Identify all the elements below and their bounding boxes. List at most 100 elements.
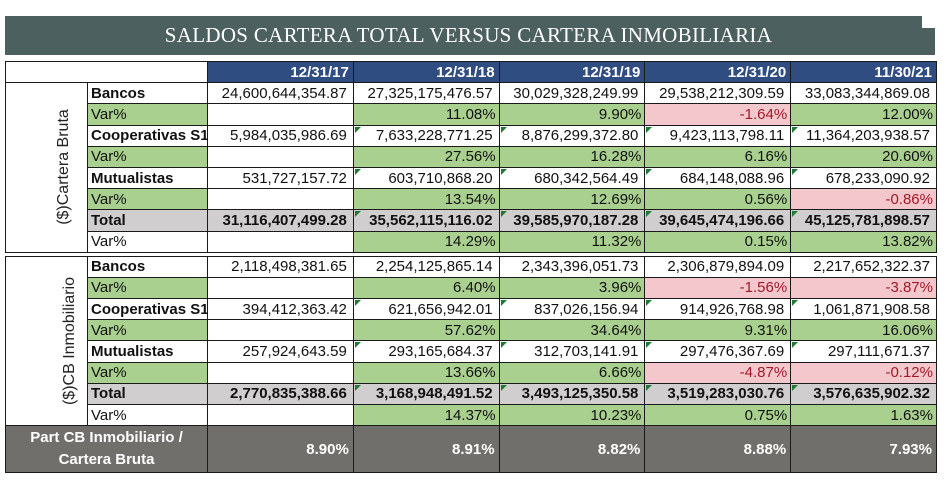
- variation-cell: [207, 319, 354, 342]
- value-cell: 293,165,684.37: [352, 340, 500, 363]
- row-label: Var%: [87, 319, 208, 342]
- table-row: ($)Cartera Bruta Bancos 24,600,644,354.87 2…: [5, 82, 937, 253]
- row-label: Var%: [87, 403, 208, 427]
- column-header-date: 12/31/18: [352, 60, 500, 84]
- variation-cell: 11.32%: [498, 230, 646, 253]
- variation-cell: 6.16%: [644, 145, 792, 168]
- total-value-cell: 2,770,835,388.66: [207, 382, 354, 406]
- variation-cell: 27.56%: [352, 145, 500, 168]
- value-cell: 2,343,396,051.73: [498, 255, 646, 278]
- row-label: Var%: [87, 188, 208, 211]
- report-title: SALDOS CARTERA TOTAL VERSUS CARTERA INMO…: [5, 16, 922, 55]
- value-cell: 27,325,175,476.57: [352, 82, 500, 105]
- variation-cell: 9.90%: [498, 103, 646, 126]
- variation-row: Var% 13.54% 12.69% 0.56% -0.86%: [6, 188, 937, 211]
- variation-cell: [207, 230, 354, 253]
- value-cell: 8,876,299,372.80: [498, 124, 646, 147]
- row-label: Total: [87, 382, 208, 406]
- portfolio-balance-table: 12/31/17 12/31/18 12/31/19 12/31/20 11/3…: [5, 60, 937, 474]
- variation-cell: 1.63%: [790, 403, 937, 427]
- row-label: Var%: [87, 276, 208, 300]
- value-cell: 312,703,141.91: [498, 340, 646, 363]
- variation-cell: 3.96%: [498, 276, 646, 300]
- total-value-cell: 3,493,125,350.58: [498, 382, 646, 406]
- row-label: Var%: [87, 361, 208, 384]
- column-header-date: 11/30/21: [790, 60, 937, 84]
- table-row: Cooperativas S1 394,412,363.42 621,656,942…: [6, 298, 937, 321]
- value-cell: 297,476,367.69: [644, 340, 792, 363]
- total-value-cell: 3,576,635,902.32: [790, 382, 937, 406]
- value-cell: 24,600,644,354.87: [207, 82, 354, 105]
- table-row: Mutualistas 531,727,157.72 603,710,868.20 6…: [6, 166, 937, 190]
- column-header-date: 12/31/17: [207, 60, 354, 84]
- variation-cell: 0.75%: [644, 403, 792, 427]
- value-cell: 257,924,643.59: [207, 340, 354, 363]
- value-cell: 2,306,879,894.09: [644, 255, 792, 278]
- variation-cell: -1.64%: [644, 103, 792, 126]
- participation-row: Part CB Inmobiliario / Cartera Bruta 8.90…: [5, 425, 937, 474]
- variation-cell: 14.37%: [352, 403, 500, 427]
- value-cell: 2,254,125,865.14: [352, 255, 500, 278]
- variation-cell: 11.08%: [352, 103, 500, 126]
- value-cell: 29,538,212,309.59: [644, 82, 792, 105]
- variation-cell: 6.40%: [352, 276, 500, 300]
- report-title-text: SALDOS CARTERA TOTAL VERSUS CARTERA INMO…: [164, 23, 773, 47]
- header-corner: [5, 60, 208, 84]
- value-cell: 837,026,156.94: [498, 298, 646, 321]
- column-header-date: 12/31/20: [644, 60, 792, 84]
- variation-cell: [207, 145, 354, 168]
- portfolio-table-container: 12/31/17 12/31/18 12/31/19 12/31/20 11/3…: [5, 60, 937, 474]
- value-cell: 30,029,328,249.99: [498, 82, 646, 105]
- variation-cell: -1.56%: [644, 276, 792, 300]
- row-label: Var%: [87, 230, 208, 253]
- row-label: Mutualistas: [87, 340, 208, 363]
- value-cell: 914,926,768.98: [644, 298, 792, 321]
- variation-cell: -4.87%: [644, 361, 792, 384]
- value-cell: 33,083,344,869.08: [790, 82, 937, 105]
- variation-cell: 12.00%: [790, 103, 937, 126]
- variation-cell: 9.31%: [644, 319, 792, 342]
- table-row: ($)CB Inmobiliario Bancos 2,118,498,381.65…: [5, 255, 937, 427]
- section-group-label: ($)Cartera Bruta: [5, 82, 88, 253]
- variation-cell: -3.87%: [790, 276, 937, 300]
- total-value-cell: 39,585,970,187.28: [498, 209, 646, 232]
- variation-cell: 13.54%: [352, 188, 500, 211]
- variation-cell: 34.64%: [498, 319, 646, 342]
- value-cell: 9,423,113,798.11: [644, 124, 792, 147]
- variation-cell: -0.86%: [790, 188, 937, 211]
- variation-row: Var% 14.37% 10.23% 0.75% 1.63%: [6, 403, 937, 427]
- total-value-cell: 39,645,474,196.66: [644, 209, 792, 232]
- variation-cell: [207, 188, 354, 211]
- total-value-cell: 3,519,283,030.76: [644, 382, 792, 406]
- participation-value: 8.82%: [498, 425, 646, 474]
- section-group-label: ($)CB Inmobiliario: [5, 255, 88, 427]
- value-cell: 7,633,228,771.25: [352, 124, 500, 147]
- variation-cell: 0.56%: [644, 188, 792, 211]
- variation-cell: 13.82%: [790, 230, 937, 253]
- variation-cell: 0.15%: [644, 230, 792, 253]
- value-cell: 680,342,564.49: [498, 166, 646, 190]
- table-row: Mutualistas 257,924,643.59 293,165,684.37 3…: [6, 340, 937, 363]
- value-cell: 2,118,498,381.65: [207, 255, 354, 278]
- row-label: Mutualistas: [87, 166, 208, 190]
- variation-row: Var% 6.40% 3.96% -1.56% -3.87%: [6, 276, 937, 300]
- variation-cell: [207, 403, 354, 427]
- variation-row: Var% 57.62% 34.64% 9.31% 16.06%: [6, 319, 937, 342]
- participation-value: 8.88%: [644, 425, 792, 474]
- variation-cell: 14.29%: [352, 230, 500, 253]
- row-label: Cooperativas S1: [87, 298, 209, 321]
- total-value-cell: 31,116,407,499.28: [207, 209, 354, 232]
- total-value-cell: 3,168,948,491.52: [352, 382, 500, 406]
- value-cell: 621,656,942.01: [352, 298, 500, 321]
- total-row: Total 2,770,835,388.66 3,168,948,491.52 3,4…: [6, 382, 937, 406]
- value-cell: 5,984,035,986.69: [207, 124, 354, 147]
- value-cell: 2,217,652,322.37: [790, 255, 937, 278]
- variation-cell: [207, 276, 354, 300]
- variation-cell: 57.62%: [352, 319, 500, 342]
- variation-cell: -0.12%: [790, 361, 937, 384]
- section-group-label-text: ($)CB Inmobiliario: [61, 276, 79, 405]
- header-row: 12/31/17 12/31/18 12/31/19 12/31/20 11/3…: [5, 60, 937, 84]
- title-bar-edge: [922, 28, 935, 55]
- variation-row: Var% 13.66% 6.66% -4.87% -0.12%: [6, 361, 937, 384]
- row-label: Total: [87, 209, 208, 232]
